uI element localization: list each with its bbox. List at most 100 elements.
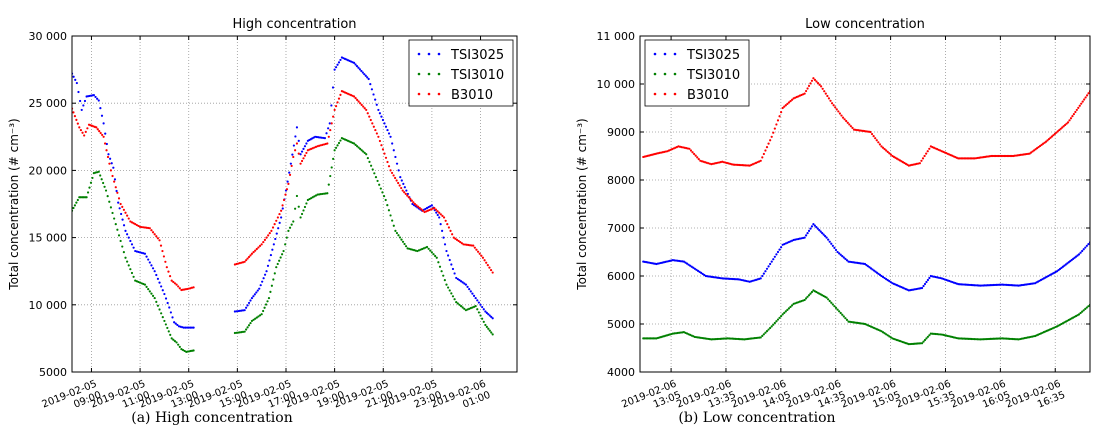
data-point (1085, 306, 1088, 309)
data-point (117, 197, 121, 200)
data-point (359, 102, 362, 105)
y-tick-label: 15 000 (29, 232, 68, 245)
data-point (162, 255, 166, 258)
legend-marker (653, 52, 657, 56)
data-point (165, 266, 168, 269)
data-point (313, 195, 316, 198)
data-point (438, 216, 441, 219)
data-point (786, 102, 789, 105)
data-point (374, 176, 378, 179)
data-point (812, 77, 815, 80)
data-point (1062, 125, 1065, 128)
data-point (759, 277, 762, 280)
data-point (831, 244, 834, 247)
data-point (374, 128, 377, 132)
data-point (384, 125, 388, 128)
data-point (124, 229, 127, 232)
data-point (143, 226, 147, 229)
data-point (164, 323, 167, 326)
data-point (103, 142, 107, 145)
data-point (328, 122, 331, 125)
series-tsi3025 (72, 56, 494, 329)
data-point (356, 98, 359, 101)
data-point (397, 169, 400, 172)
legend-label: TSI3010 (686, 68, 740, 83)
data-point (1079, 251, 1082, 254)
data-point (276, 216, 279, 219)
data-point (240, 331, 243, 334)
chart-title: Low concentration (805, 17, 925, 32)
data-point (268, 259, 271, 262)
plot-area (72, 56, 494, 353)
data-point (303, 145, 307, 148)
data-point (282, 198, 286, 202)
data-point (95, 126, 98, 129)
data-point (456, 302, 459, 305)
data-point (476, 250, 480, 253)
data-point (292, 155, 295, 159)
data-point (192, 286, 195, 289)
data-point (692, 266, 695, 269)
data-point (297, 152, 300, 155)
data-point (401, 189, 404, 192)
data-point (287, 182, 290, 185)
data-point (366, 112, 369, 115)
y-tick-label: 11 000 (597, 30, 636, 43)
data-point (435, 256, 438, 259)
data-point (237, 331, 240, 334)
data-point (931, 332, 934, 335)
data-point (303, 205, 307, 209)
data-point (151, 231, 155, 234)
data-point (339, 58, 342, 62)
data-point (389, 214, 392, 217)
data-point (759, 159, 762, 162)
data-point (384, 156, 388, 159)
data-point (281, 204, 284, 207)
data-point (484, 310, 487, 313)
data-point (813, 78, 817, 81)
data-point (254, 317, 257, 320)
data-point (406, 192, 409, 196)
x-tick-label: 2019-02-0616:35 (1004, 379, 1067, 422)
data-point (192, 326, 195, 329)
data-point (75, 118, 78, 121)
data-point (119, 239, 122, 243)
data-point (815, 226, 818, 229)
data-point (433, 206, 436, 210)
data-point (132, 275, 135, 278)
data-point (466, 285, 469, 288)
data-point (302, 147, 305, 150)
data-point (805, 297, 808, 300)
data-point (691, 151, 694, 154)
data-point (392, 149, 395, 152)
data-point (318, 136, 322, 139)
series-b3010 (72, 90, 494, 292)
data-point (262, 240, 265, 244)
data-point (233, 310, 237, 313)
data-point (1075, 108, 1078, 112)
data-point (375, 103, 378, 106)
data-point (816, 227, 819, 230)
data-point (252, 318, 255, 321)
data-point (682, 260, 686, 263)
data-point (880, 274, 883, 278)
legend-marker (663, 72, 667, 76)
data-point (482, 320, 485, 323)
data-point (770, 325, 773, 328)
data-point (696, 156, 699, 159)
data-point (1078, 104, 1081, 107)
data-point (845, 318, 849, 321)
data-point (370, 88, 374, 91)
data-point (807, 84, 811, 88)
data-point (135, 223, 138, 227)
data-point (109, 206, 113, 209)
data-point (116, 191, 119, 194)
data-point (452, 236, 455, 239)
data-point (356, 145, 359, 148)
caption-high: (a) High concentration (131, 410, 293, 426)
data-point (270, 284, 273, 287)
data-point (126, 233, 129, 236)
data-point (1084, 246, 1087, 249)
data-point (889, 281, 892, 284)
data-point (246, 304, 249, 307)
